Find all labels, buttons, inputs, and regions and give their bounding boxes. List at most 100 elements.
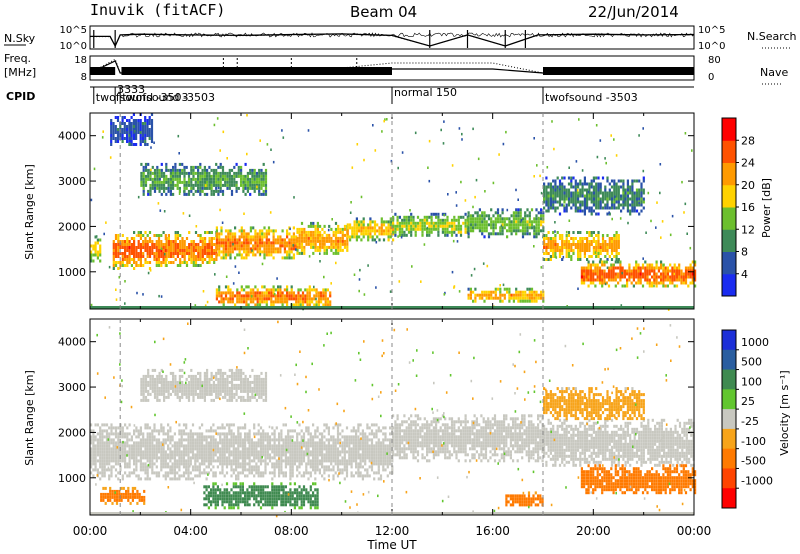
velocity-cell-0 [259,432,263,436]
velocity-cell-0 [244,468,247,472]
velocity-cell-0 [164,459,167,463]
power-cell-4 [316,236,319,240]
power-cell-1 [151,243,154,246]
velocity-cell-0 [124,462,127,466]
power-cell-6 [392,224,395,228]
power-cell-4 [298,227,301,231]
power-cell-13 [139,125,142,128]
velocity-cell-0 [155,471,158,475]
power-cell-11 [501,293,504,297]
power-cell-6 [423,224,426,228]
velocity-cell-0 [289,459,292,463]
power-cell-7 [533,235,536,239]
power-cell-4 [334,236,338,240]
power-cell-7 [467,217,470,221]
power-cell-12 [190,189,193,193]
velocity-cell-0 [228,450,231,454]
power-cell-8 [545,249,548,252]
power-cell-9 [580,275,583,279]
nsky-label: N.Sky [4,32,36,45]
power-cell-11 [535,299,538,303]
power-cell-10 [295,297,298,301]
velocity-cell-0 [223,441,226,445]
power-cell-3 [220,244,223,248]
power-cell-8 [590,255,593,258]
velocity-cell-0 [248,441,251,445]
power-cell-12 [174,168,177,172]
velocity-cell-0 [173,432,176,436]
power-cell-14 [547,206,550,210]
power-cell-14 [601,191,605,195]
power-cell-8 [545,243,548,246]
power-cell-9 [691,281,694,285]
power-cell-13 [139,119,142,122]
power-cell-0 [94,235,97,239]
power-cell-12 [217,177,220,181]
velocity-cell-0 [237,438,240,442]
power-cell-7 [508,220,511,224]
velocity-cell-0 [130,450,133,454]
power-cell-8 [592,252,595,255]
velocity-cell-0 [196,453,199,457]
power-cell-14 [640,203,643,207]
power-cell-3 [238,244,241,248]
power-cell-4 [303,233,306,237]
velocity-cell-0 [185,450,188,454]
power-cell-12 [230,192,234,196]
power-cell-0 [99,259,102,263]
power-cell-9 [585,269,588,273]
velocity-cell-0 [103,471,106,475]
power-cell-11 [467,287,470,291]
power-cell-4 [334,242,338,246]
power-cell-3 [249,235,252,239]
power-cell-4 [321,242,324,246]
power-cell-3 [215,238,218,242]
velocity-cell-0 [296,435,299,439]
velocity-cell-0 [289,435,292,439]
power-cell-14 [592,209,595,213]
power-cell-13 [110,134,113,137]
velocity-cell-0 [284,423,287,427]
power-cell-14 [638,197,641,201]
power-cell-14 [608,182,611,186]
power-cell-14 [629,197,632,201]
power-cell-14 [586,191,589,195]
power-cell-2 [208,252,211,255]
velocity-cell-0 [187,474,190,478]
velocity-cell-0 [241,459,244,463]
velocity-cell-0 [323,456,326,460]
power-cell-4 [316,239,319,243]
power-cell-6 [453,221,456,225]
velocity-cell-0 [275,426,278,430]
power-cell-14 [554,209,557,213]
velocity-cell-0 [117,477,120,481]
velocity-cell-0 [293,447,296,451]
power-cell-2 [181,237,184,240]
power-speckle [188,214,191,217]
power-cell-14 [545,209,548,213]
velocity-cell-0 [289,438,292,442]
velocity-cell-0 [137,474,140,478]
velocity-cell-0 [164,462,167,466]
power-cell-13 [139,143,142,146]
power-cell-14 [588,182,591,186]
velocity-cell-0 [264,459,267,463]
power-cell-14 [633,203,636,207]
power-speckle [562,255,565,259]
velocity-cell-0 [244,462,247,466]
power-cell-12 [176,168,179,172]
power-cell-3 [281,238,284,242]
velocity-cell-0 [232,456,235,460]
power-cell-6 [437,212,440,216]
power-cell-12 [215,168,218,172]
power-cell-10 [281,297,284,301]
power-cell-4 [310,245,313,249]
power-cell-10 [306,297,309,301]
velocity-cell-0 [210,429,213,433]
power-cell-12 [142,177,145,181]
velocity-cell-0 [228,432,231,436]
velocity-cell-0 [92,438,95,442]
power-cell-12 [262,174,265,178]
power-cell-14 [558,185,562,189]
power-cell-2 [204,231,207,234]
